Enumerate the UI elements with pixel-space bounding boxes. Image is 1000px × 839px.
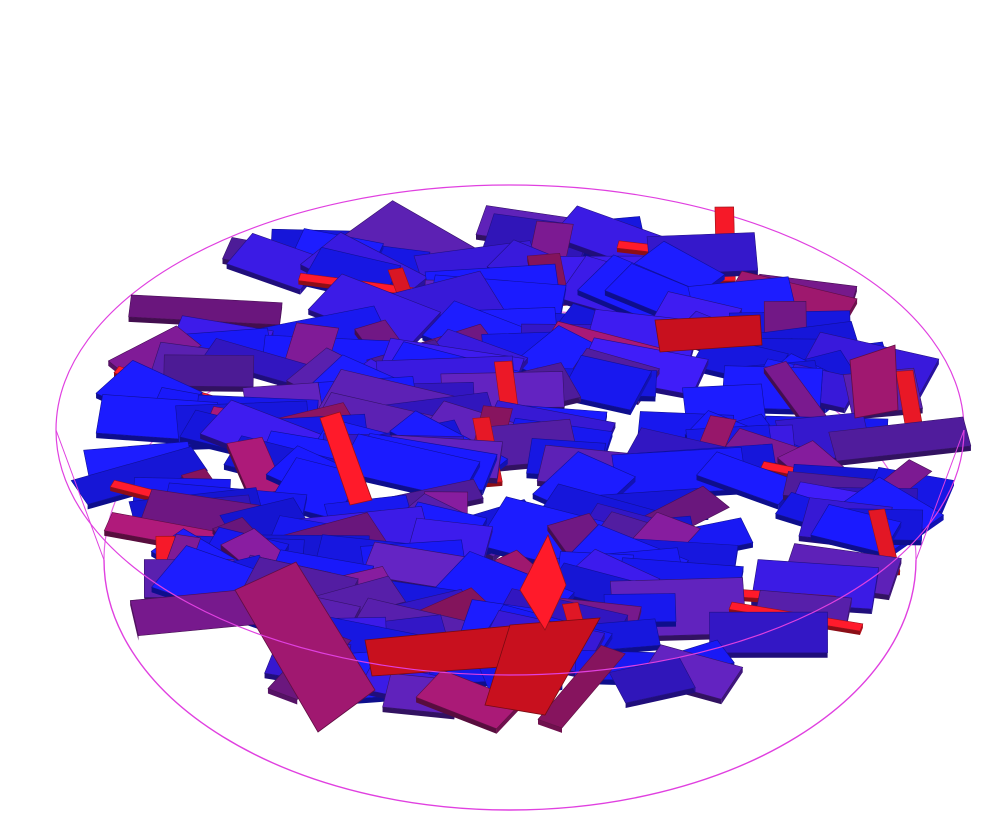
container-left-wall bbox=[55, 429, 105, 561]
flake bbox=[828, 416, 972, 467]
flake-edge bbox=[382, 707, 455, 720]
flake-edge bbox=[721, 667, 743, 705]
flake-edge bbox=[709, 652, 828, 658]
flake bbox=[537, 644, 626, 733]
flake-edge bbox=[416, 697, 497, 734]
container-right-wall bbox=[915, 429, 965, 561]
flake-edge bbox=[226, 263, 301, 295]
container-front bbox=[55, 429, 965, 811]
flake-face bbox=[234, 561, 376, 733]
flake-edge bbox=[482, 454, 498, 496]
flake-edge bbox=[267, 688, 298, 705]
flake-face bbox=[654, 314, 763, 353]
flake-edge bbox=[696, 475, 779, 510]
flake-face bbox=[709, 611, 828, 654]
container-top-rim-front bbox=[55, 429, 965, 676]
flake-edge bbox=[860, 623, 863, 636]
flake-face bbox=[70, 446, 208, 505]
flake bbox=[709, 611, 828, 658]
flake-pile bbox=[70, 200, 972, 734]
flake-face bbox=[849, 344, 899, 419]
flake bbox=[608, 656, 696, 709]
flake-edge bbox=[889, 558, 902, 601]
flake-edge bbox=[918, 359, 939, 403]
container-top-rim-back bbox=[55, 184, 965, 431]
flake-face bbox=[696, 451, 800, 505]
container-bottom-rim-front bbox=[103, 559, 917, 811]
flake-edge bbox=[810, 535, 883, 558]
flake-edge bbox=[537, 719, 562, 733]
flake-face bbox=[537, 644, 626, 729]
flake-edge bbox=[485, 481, 503, 488]
flake-edge bbox=[226, 443, 250, 501]
flake-face bbox=[484, 617, 601, 716]
flake-face bbox=[828, 416, 972, 462]
flake-face bbox=[519, 533, 567, 631]
flake-edge bbox=[630, 371, 652, 416]
flake-edge bbox=[625, 687, 696, 709]
flake-face bbox=[319, 411, 373, 506]
flake-edge bbox=[836, 445, 971, 467]
